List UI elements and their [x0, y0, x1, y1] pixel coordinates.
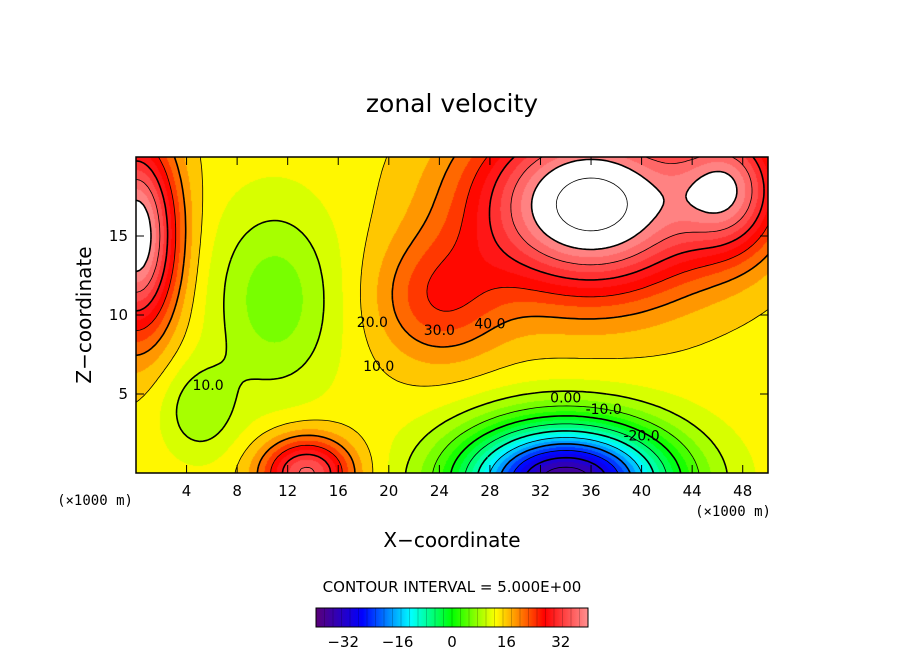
contour-level [513, 450, 619, 473]
x-axis: 4 8 12 16 20 24 28 32 36 40 44 48 [182, 157, 752, 500]
y-axis: 5 10 15 [109, 227, 768, 403]
contour-label: -10.0 [586, 402, 622, 418]
contour-level [500, 443, 631, 473]
contour-level [489, 437, 643, 473]
x-tick-label: 44 [683, 482, 702, 500]
contour-label: -20.0 [623, 429, 659, 445]
x-tick-label: 32 [531, 482, 550, 500]
y-tick-label: 15 [109, 227, 128, 245]
contour-level [555, 177, 628, 232]
y-tick-label: 5 [118, 385, 128, 403]
contour-level [136, 157, 753, 473]
contour-label: 20.0 [357, 315, 388, 331]
y-axis-label: Z−coordinate [72, 246, 96, 383]
x-tick-label: 24 [430, 482, 449, 500]
velocity-field [136, 157, 768, 473]
colorbar-tick-label: −32 [327, 633, 359, 651]
x-tick-label: 16 [329, 482, 348, 500]
colorbar-tick-label: −16 [382, 633, 414, 651]
x-units-right: (×1000 m) [695, 504, 771, 520]
contour-label: 30.0 [424, 323, 455, 339]
contour-level [175, 219, 728, 473]
x-tick-label: 4 [182, 482, 192, 500]
colorbar-tick-label: 16 [497, 633, 516, 651]
contour-label: 10.0 [192, 378, 223, 394]
colorbar-tick-label: 0 [447, 633, 457, 651]
chart-title: zonal velocity [366, 89, 538, 118]
contour-label: 0.00 [550, 391, 581, 407]
x-tick-label: 48 [733, 482, 752, 500]
x-units-left: (×1000 m) [57, 493, 133, 509]
x-tick-label: 40 [632, 482, 651, 500]
contour-label: 40.0 [474, 316, 505, 332]
contour-interval-text: CONTOUR INTERVAL = 5.000E+00 [323, 578, 582, 596]
colorbar-tick-label: 32 [551, 633, 570, 651]
x-tick-label: 8 [232, 482, 242, 500]
y-tick-label: 10 [109, 306, 128, 324]
x-tick-label: 28 [480, 482, 499, 500]
contour-level [136, 157, 765, 473]
contour-level [136, 157, 768, 473]
contour-level [136, 157, 768, 473]
contour-level [136, 157, 768, 473]
contour-label: 10.0 [363, 359, 394, 375]
contour-level [432, 405, 700, 473]
colorbar: −32 −16 0 16 32 [315, 607, 589, 651]
contour-level [477, 430, 655, 473]
x-tick-label: 12 [278, 482, 297, 500]
x-tick-label: 36 [581, 482, 600, 500]
x-axis-label: X−coordinate [383, 528, 520, 552]
contour-lines [136, 157, 768, 473]
contour-labels: 20.0 30.0 40.0 10.0 10.0 0.00 -10.0-20.0 [192, 315, 659, 445]
x-tick-label: 20 [379, 482, 398, 500]
contour-level [464, 423, 667, 473]
contour-level [450, 415, 682, 473]
